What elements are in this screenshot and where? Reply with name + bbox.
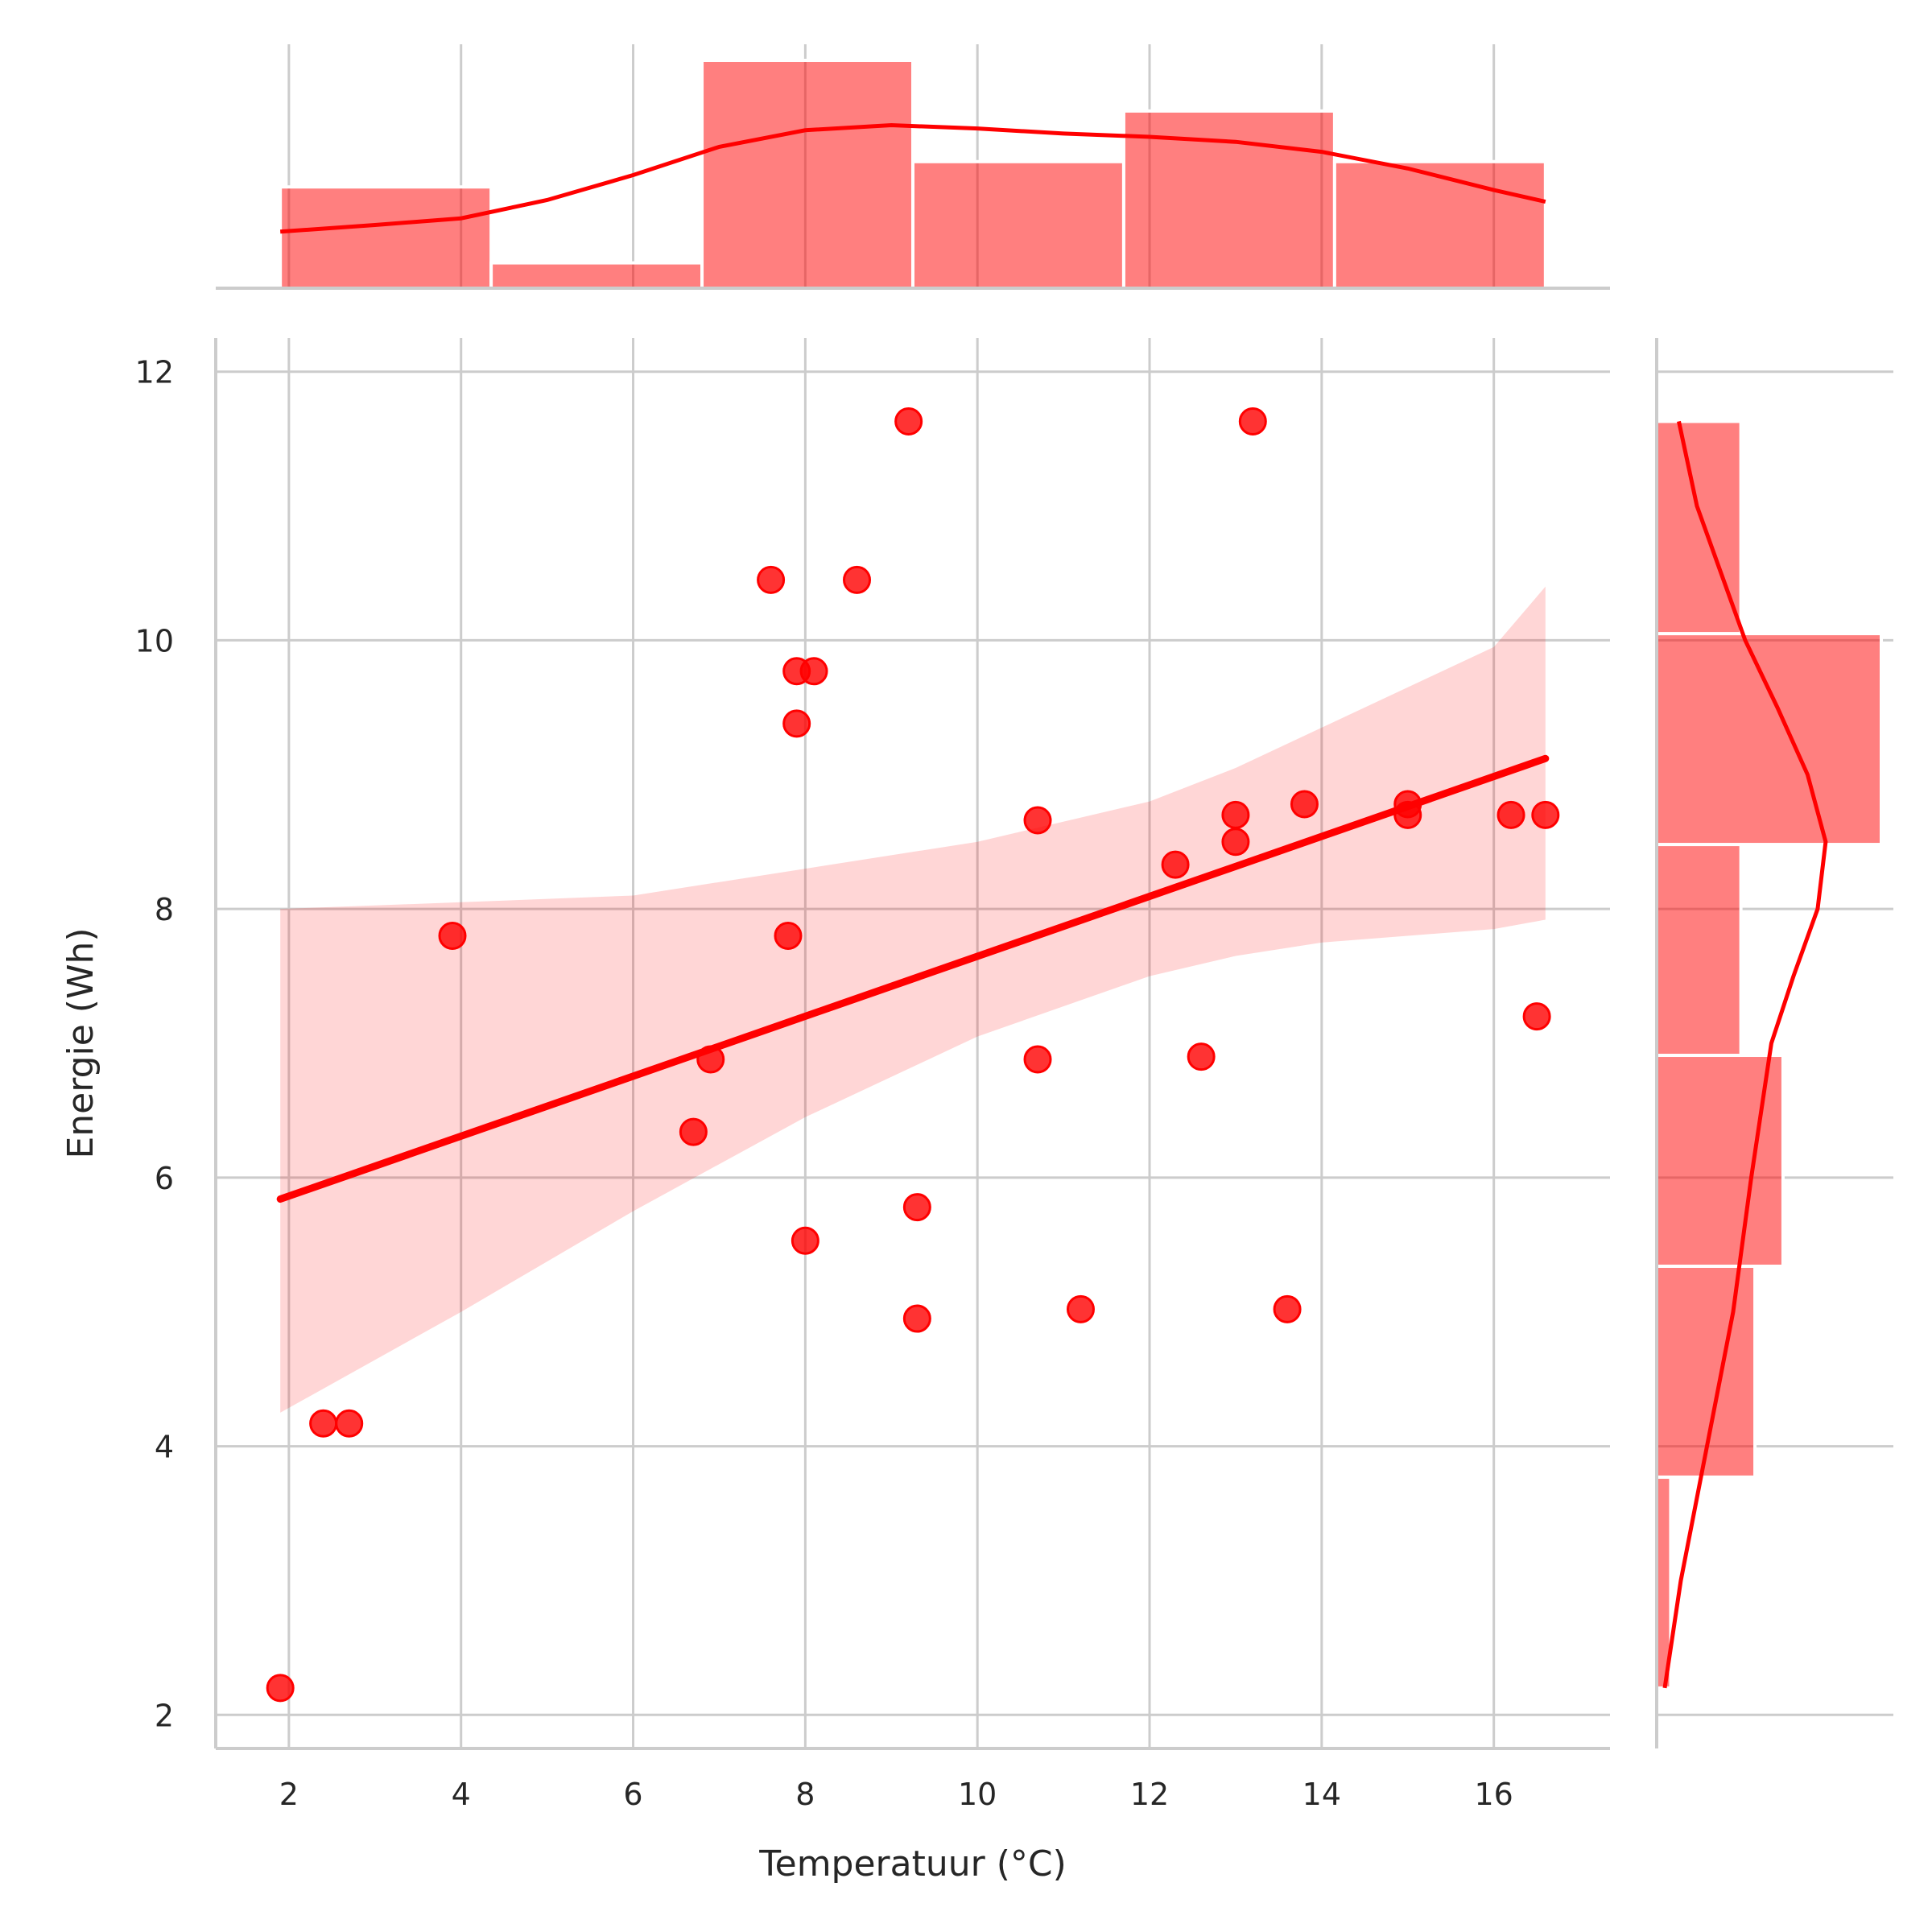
x-tick-label: 16 [1474,1777,1513,1812]
x-tick-label: 4 [452,1777,471,1812]
y-tick-label: 12 [135,355,174,390]
top-histogram-bar [911,159,1125,290]
y-tick-label: 6 [155,1161,174,1196]
data-point [679,1117,708,1146]
right-histogram-bar [1655,1054,1785,1268]
top-histogram-bar [489,261,704,290]
data-point [782,709,811,738]
y-tick-label: 8 [155,892,174,927]
data-point [335,1409,364,1438]
data-point [1496,800,1525,829]
right-histogram-bar [1655,843,1743,1058]
data-point [438,922,467,951]
x-tick-label: 12 [1130,1777,1169,1812]
x-tick-label: 2 [279,1777,299,1812]
regression-line [276,754,1550,1203]
data-point [1531,800,1560,829]
data-point [1161,850,1190,879]
data-point [1023,1045,1052,1074]
top-histogram-bar [700,59,914,290]
data-point [266,1674,295,1703]
y-tick-label: 4 [155,1430,174,1465]
confidence-band [280,586,1546,1413]
right-histogram-bar [1655,419,1743,636]
x-tick-label: 8 [795,1777,815,1812]
data-point [1066,1294,1095,1323]
data-point [1187,1042,1216,1071]
x-axis-label: Temperatuur (°C) [758,1843,1067,1885]
data-point [1238,407,1267,436]
y-tick-label: 2 [155,1698,174,1733]
data-point [774,922,803,951]
right-kde-curve [1662,420,1828,1689]
top-histogram-bar [1332,159,1547,290]
top-histogram-bar [279,185,493,291]
data-point [902,1193,931,1222]
data-point [799,657,828,686]
top-kde-curve [280,123,1546,234]
data-point [791,1226,819,1255]
data-point [1221,800,1250,829]
right-histogram-bar [1655,632,1883,847]
data-point [757,565,786,594]
data-point [843,565,872,594]
data-point [1290,790,1319,819]
x-tick-label: 10 [958,1777,997,1812]
main-scatter-panel: 2 4 6 8 10 12 14 16 2 4 6 8 10 12 Temperatuur (°C) E… [60,338,1610,1885]
top-marginal-histogram [216,44,1610,291]
data-point [894,407,923,436]
y-axis-label: Energie (Wh) [60,927,101,1158]
x-tick-label: 14 [1302,1777,1341,1812]
y-tick-label: 10 [135,623,174,658]
data-point [902,1304,931,1333]
right-marginal-histogram [1655,338,1893,1748]
data-point [309,1409,338,1438]
data-point [1023,806,1052,835]
data-point [1522,1002,1551,1031]
x-tick-label: 6 [623,1777,642,1812]
data-point [1273,1294,1302,1323]
data-point [1221,828,1250,857]
